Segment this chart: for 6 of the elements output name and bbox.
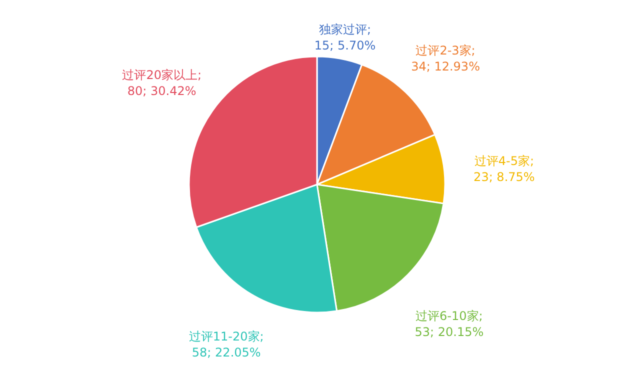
- slice-label: 过评11-20家; 58; 22.05%: [188, 330, 264, 360]
- slice-label: 过评20家以上; 80; 30.42%: [122, 68, 202, 98]
- slice-label: 过评4-5家; 23; 8.75%: [474, 154, 535, 184]
- slice-label: 独家过评; 15; 5.70%: [314, 22, 376, 53]
- slice-label: 过评6-10家; 53; 20.15%: [414, 308, 484, 339]
- slice-label: 过评2-3家; 34; 12.93%: [411, 43, 480, 74]
